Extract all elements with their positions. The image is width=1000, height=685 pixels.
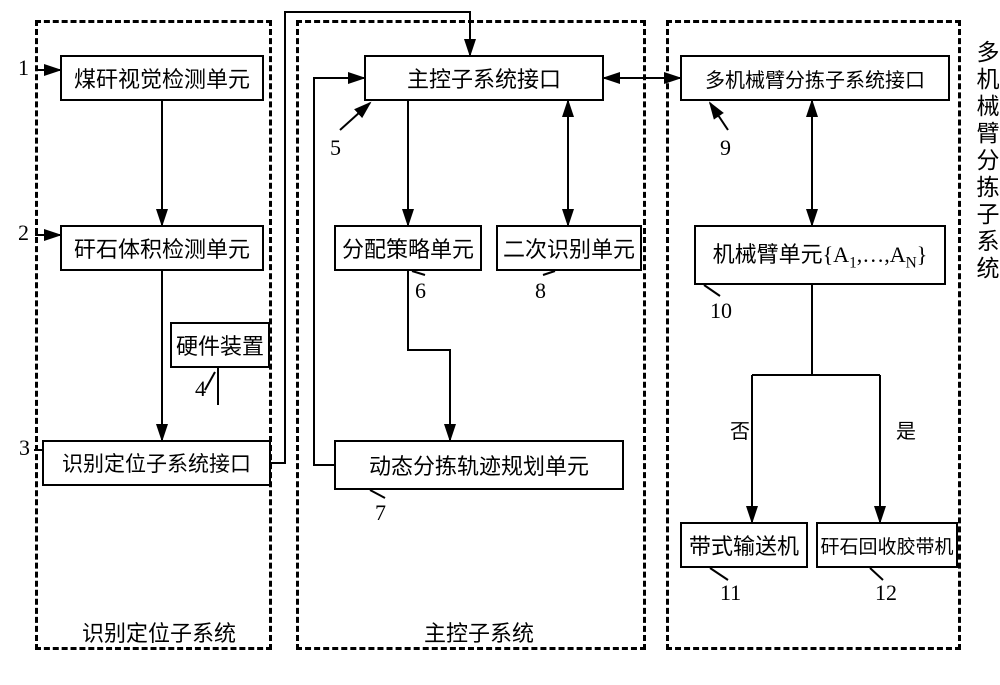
node-1: 煤矸视觉检测单元 [60,55,264,101]
node-9: 多机械臂分拣子系统接口 [680,55,950,101]
subsystem-right-label: 多机械臂分拣子系统 [968,40,1000,283]
node-12-text: 矸石回收胶带机 [820,532,953,559]
node-10: 机械臂单元{A1,…,AN} [694,225,946,285]
num-11: 11 [720,580,741,606]
node-3-text: 识别定位子系统接口 [62,448,251,478]
node-7-text: 动态分拣轨迹规划单元 [369,449,589,481]
node-4-text: 硬件装置 [176,329,264,361]
num-9: 9 [720,135,731,161]
num-5: 5 [330,135,341,161]
node-2: 矸石体积检测单元 [60,225,264,271]
node-10-text: 机械臂单元{A1,…,AN} [713,237,928,272]
node-11: 带式输送机 [680,522,808,568]
main-subsystem-box [296,20,646,650]
node-8-text: 二次识别单元 [503,232,635,264]
num-12: 12 [875,580,897,606]
node-3: 识别定位子系统接口 [42,440,271,486]
node-1-text: 煤矸视觉检测单元 [74,62,250,94]
node-6: 分配策略单元 [334,225,482,271]
subsystem-left-label: 识别定位子系统 [82,616,236,648]
num-8: 8 [535,278,546,304]
num-7: 7 [375,500,386,526]
node-5: 主控子系统接口 [364,55,604,101]
node-5-text: 主控子系统接口 [407,62,561,94]
num-3: 3 [19,435,30,461]
node-6-text: 分配策略单元 [342,232,474,264]
node-8: 二次识别单元 [496,225,642,271]
node-12: 矸石回收胶带机 [816,522,958,568]
num-1: 1 [18,55,29,81]
node-11-text: 带式输送机 [689,529,799,561]
num-2: 2 [18,220,29,246]
node-7: 动态分拣轨迹规划单元 [334,440,624,490]
num-6: 6 [415,278,426,304]
num-10: 10 [710,298,732,324]
num-4: 4 [195,376,206,402]
node-2-text: 矸石体积检测单元 [74,232,250,264]
label-yes: 是 [896,415,916,444]
node-9-text: 多机械臂分拣子系统接口 [705,64,925,93]
node-4: 硬件装置 [170,322,270,368]
subsystem-center-label: 主控子系统 [424,616,534,648]
label-no: 否 [730,415,750,444]
